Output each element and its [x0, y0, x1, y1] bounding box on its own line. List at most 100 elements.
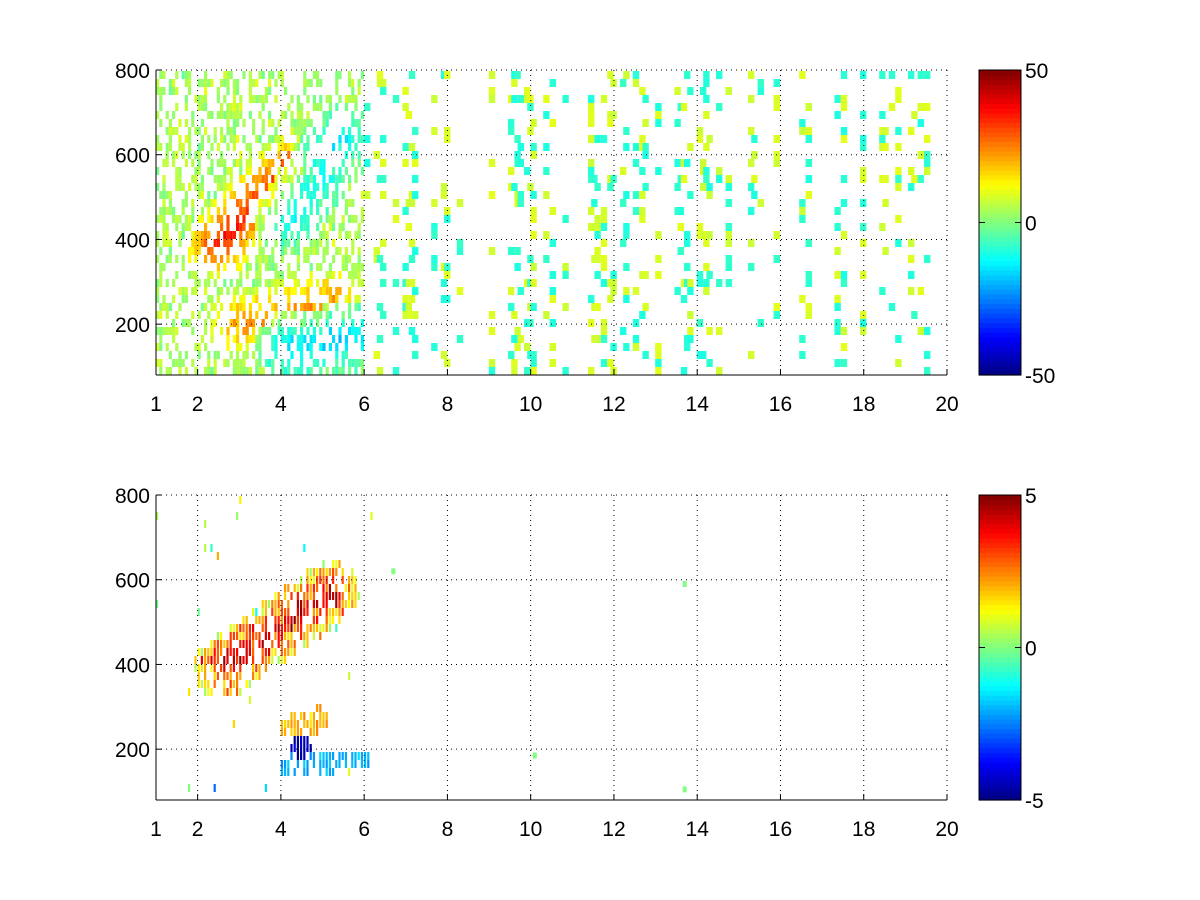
heatmap-cell: [882, 143, 889, 151]
heatmap-cell: [351, 584, 354, 592]
heatmap-cell: [354, 119, 358, 127]
heatmap-cell: [748, 71, 755, 79]
heatmap-cell: [312, 191, 316, 199]
heatmap-cell: [252, 351, 256, 359]
heatmap-cell: [600, 239, 608, 247]
heatmap-cell: [172, 79, 176, 87]
heatmap-cell: [834, 359, 841, 367]
heatmap-cell: [181, 71, 185, 79]
heatmap-cell: [444, 263, 451, 271]
heatmap-cell: [312, 239, 316, 247]
heatmap-cell: [181, 231, 185, 239]
heatmap-cell: [306, 632, 309, 640]
heatmap-cell: [344, 263, 348, 271]
heatmap-cell: [607, 295, 614, 303]
heatmap-cell: [261, 95, 265, 103]
heatmap-cell: [159, 207, 163, 215]
heatmap-cell: [274, 303, 278, 311]
heatmap-cell: [322, 247, 326, 255]
heatmap-cell: [757, 79, 764, 87]
heatmap-cell: [392, 327, 400, 335]
heatmap-cell: [549, 79, 556, 87]
heatmap-cell: [588, 95, 595, 103]
heatmap-cell: [162, 215, 166, 223]
colorbar-segment: [979, 671, 1021, 677]
colorbar-segment: [979, 293, 1021, 300]
heatmap-cell: [309, 303, 313, 311]
heatmap-cell: [274, 351, 278, 359]
heatmap-cell: [290, 327, 294, 335]
heatmap-cell: [242, 255, 246, 263]
heatmap-cell: [335, 568, 338, 576]
heatmap-cell: [642, 119, 649, 127]
y-tick-label: 800: [115, 485, 150, 508]
heatmap-cell: [392, 279, 400, 287]
heatmap-cell: [248, 303, 252, 311]
colorbar-segment: [979, 566, 1021, 572]
heatmap-cell: [184, 367, 188, 375]
heatmap-cell: [440, 279, 448, 287]
heatmap-cell: [264, 175, 268, 183]
heatmap-cell: [172, 87, 176, 95]
heatmap-cell: [188, 135, 192, 143]
heatmap-cell: [165, 327, 169, 335]
heatmap-cell: [338, 223, 342, 231]
heatmap-cell: [860, 175, 867, 183]
heatmap-cell: [168, 367, 172, 375]
colorbar-segment: [979, 690, 1021, 696]
heatmap-cell: [530, 367, 537, 375]
heatmap-cell: [392, 95, 400, 103]
heatmap-cell: [255, 664, 258, 672]
heatmap-cell: [348, 95, 352, 103]
heatmap-cell: [210, 688, 213, 696]
heatmap-cell: [271, 279, 275, 287]
heatmap-cell: [354, 760, 357, 768]
heatmap-cell: [300, 335, 304, 343]
heatmap-cell: [696, 135, 704, 143]
heatmap-cell: [328, 223, 332, 231]
heatmap-cell: [210, 303, 214, 311]
colorbar-segment: [979, 222, 1021, 228]
heatmap-cell: [207, 279, 211, 287]
heatmap-cell: [300, 584, 303, 592]
x-tick-label: 8: [442, 393, 454, 416]
heatmap-cell: [306, 343, 310, 351]
heatmap-cell: [591, 199, 598, 207]
heatmap-cell: [312, 247, 316, 255]
heatmap-cell: [357, 79, 361, 87]
heatmap-cell: [252, 624, 255, 632]
colorbar-segment: [979, 523, 1021, 529]
heatmap-cell: [354, 295, 358, 303]
heatmap-cell: [293, 279, 297, 287]
heatmap-cell: [200, 95, 204, 103]
heatmap-cell: [293, 247, 297, 255]
heatmap-cell: [210, 79, 214, 87]
heatmap-cell: [255, 367, 259, 375]
heatmap-cell: [527, 103, 534, 111]
x-tick-label: 20: [935, 818, 958, 841]
heatmap-cell: [773, 135, 780, 143]
heatmap-cell: [280, 616, 283, 624]
heatmap-cell: [341, 351, 345, 359]
heatmap-cell: [165, 367, 169, 375]
colorbar-segment: [979, 236, 1021, 243]
heatmap-cell: [488, 95, 496, 103]
heatmap-cell: [242, 351, 246, 359]
heatmap-cell: [773, 303, 780, 311]
heatmap-cell: [357, 247, 361, 255]
heatmap-cell: [165, 255, 169, 263]
heatmap-cell: [210, 167, 214, 175]
heatmap-cell: [588, 159, 595, 167]
heatmap-cell: [300, 600, 303, 608]
heatmap-cell: [303, 736, 306, 744]
heatmap-cell: [252, 287, 256, 295]
heatmap-cell: [239, 159, 243, 167]
heatmap-cell: [197, 664, 200, 672]
heatmap-cell: [748, 159, 755, 167]
heatmap-cell: [290, 712, 293, 720]
colorbar-segment: [979, 370, 1021, 376]
heatmap-cell: [341, 608, 344, 616]
heatmap-cell: [332, 223, 336, 231]
heatmap-cell: [290, 335, 294, 343]
